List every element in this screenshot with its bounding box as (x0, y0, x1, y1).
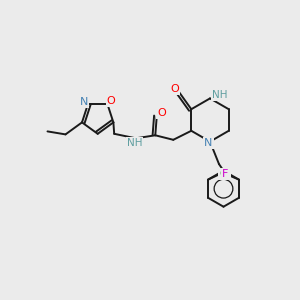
Text: O: O (170, 84, 179, 94)
Text: N: N (204, 138, 213, 148)
Text: O: O (157, 108, 166, 118)
Text: Cl: Cl (219, 169, 230, 179)
Text: NH: NH (212, 90, 227, 100)
Text: F: F (221, 169, 228, 179)
Text: O: O (106, 96, 116, 106)
Text: NH: NH (127, 138, 142, 148)
Text: N: N (80, 98, 88, 107)
